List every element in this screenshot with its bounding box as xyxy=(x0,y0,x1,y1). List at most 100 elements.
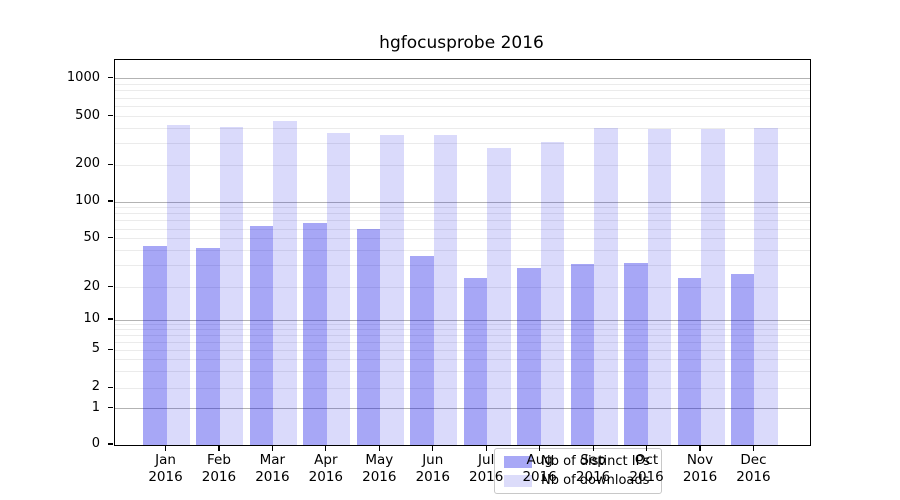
y-tick-mark xyxy=(108,76,113,79)
bar-distinct-ips xyxy=(677,277,701,445)
x-axis-tick-label: Nov 2016 xyxy=(682,452,718,485)
gridline-minor xyxy=(115,220,810,222)
y-axis-tick-label: 1 xyxy=(91,399,100,415)
x-axis-tick-label: May 2016 xyxy=(362,452,397,485)
gridline-minor xyxy=(115,324,810,326)
bar-distinct-ips xyxy=(570,264,595,445)
gridline-minor xyxy=(115,213,810,215)
x-axis-tick-label: Apr 2016 xyxy=(308,452,344,485)
gridline-minor xyxy=(115,97,810,99)
gridline-minor xyxy=(115,106,810,108)
y-axis-tick-label: 2 xyxy=(91,379,100,395)
y-axis-tick-label: 0 xyxy=(91,436,100,451)
gridline-major xyxy=(115,408,810,410)
gridline-minor xyxy=(115,238,810,240)
legend-swatch-downloads xyxy=(504,474,532,487)
bar-downloads xyxy=(219,126,244,445)
y-tick-mark xyxy=(108,237,113,239)
bar-downloads xyxy=(701,129,725,445)
bar-downloads xyxy=(273,121,297,445)
bar-downloads xyxy=(433,134,458,445)
y-axis-tick-label: 5 xyxy=(91,341,100,357)
gridline-minor xyxy=(115,387,810,389)
bar-distinct-ips xyxy=(517,267,541,445)
gridline-minor xyxy=(115,83,810,85)
bar-distinct-ips xyxy=(196,248,220,445)
bar-downloads xyxy=(166,125,190,445)
x-tick-mark xyxy=(592,445,594,451)
y-tick-mark xyxy=(108,386,113,388)
x-tick-mark xyxy=(218,445,220,451)
x-tick-mark xyxy=(752,445,755,451)
bar-distinct-ips xyxy=(143,245,167,445)
y-tick-mark xyxy=(108,407,113,409)
bar-downloads xyxy=(594,128,618,445)
x-axis-tick-label: Sep 2016 xyxy=(575,452,611,485)
gridline-minor xyxy=(115,359,810,361)
bar-downloads xyxy=(647,129,672,445)
x-tick-mark xyxy=(432,445,434,451)
x-axis-tick-label: Oct 2016 xyxy=(629,452,664,485)
x-axis-tick-label: Feb 2016 xyxy=(201,452,237,485)
bar-downloads xyxy=(754,127,778,445)
y-axis-tick-label: 200 xyxy=(75,156,100,172)
y-tick-mark xyxy=(108,348,113,350)
y-tick-mark xyxy=(108,285,113,288)
bar-distinct-ips xyxy=(303,222,327,445)
gridline-minor xyxy=(115,116,810,118)
x-tick-mark xyxy=(325,445,327,451)
gridline-minor xyxy=(115,341,810,343)
legend-label-downloads: Nb of downloads xyxy=(541,473,650,488)
gridline-major xyxy=(115,319,810,321)
x-axis-tick-label: Jun 2016 xyxy=(415,452,450,485)
gridline-minor xyxy=(115,143,810,145)
bar-distinct-ips xyxy=(249,225,274,445)
bar-downloads xyxy=(380,135,404,445)
gridline-minor xyxy=(115,370,810,372)
bar-downloads xyxy=(540,142,565,445)
y-axis-tick-label: 50 xyxy=(83,229,100,245)
x-tick-mark xyxy=(699,445,701,451)
y-axis-tick-label: 20 xyxy=(83,278,100,294)
x-tick-mark xyxy=(485,445,487,451)
y-tick-mark xyxy=(108,115,113,117)
x-tick-mark xyxy=(539,445,541,451)
y-tick-mark xyxy=(108,163,113,165)
x-tick-mark xyxy=(164,445,167,451)
legend-entry-distinct-ips: Nb of distinct IPs xyxy=(495,454,661,469)
x-axis-tick-label: Dec 2016 xyxy=(736,452,771,485)
gridline-major xyxy=(115,78,810,79)
y-axis-tick-label: 1000 xyxy=(66,69,100,85)
gridline-minor xyxy=(115,228,810,230)
gridline-minor xyxy=(115,349,810,351)
gridline-minor xyxy=(115,128,810,130)
gridline-minor xyxy=(115,335,810,337)
x-axis-tick-label: Mar 2016 xyxy=(255,452,290,485)
y-tick-mark xyxy=(108,200,113,202)
gridline-minor xyxy=(115,287,810,288)
x-tick-mark xyxy=(645,445,648,451)
gridline-minor xyxy=(115,90,810,92)
plot-area: Nb of distinct IPs Nb of downloads xyxy=(114,59,811,494)
gridline-major xyxy=(115,201,810,203)
bar-downloads xyxy=(326,133,351,445)
bar-distinct-ips xyxy=(356,229,381,445)
x-tick-mark xyxy=(271,445,273,451)
bar-downloads xyxy=(487,148,511,445)
legend-label-distinct-ips: Nb of distinct IPs xyxy=(541,454,650,469)
x-axis-tick-label: Jan 2016 xyxy=(148,452,183,485)
x-axis-tick-label: Jul 2016 xyxy=(469,452,504,485)
y-tick-mark xyxy=(108,443,113,445)
y-axis-tick-label: 500 xyxy=(75,107,100,123)
bar-distinct-ips xyxy=(463,277,488,445)
bar-distinct-ips xyxy=(624,262,648,445)
y-tick-mark xyxy=(108,318,113,320)
y-axis-tick-label: 100 xyxy=(75,193,100,208)
gridline-minor xyxy=(115,164,810,166)
legend-swatch-distinct-ips xyxy=(504,455,532,468)
gridline-minor xyxy=(115,207,810,209)
chart-title: hgfocusprobe 2016 xyxy=(379,33,544,53)
bar-distinct-ips xyxy=(730,273,755,445)
gridline-minor xyxy=(115,250,810,252)
